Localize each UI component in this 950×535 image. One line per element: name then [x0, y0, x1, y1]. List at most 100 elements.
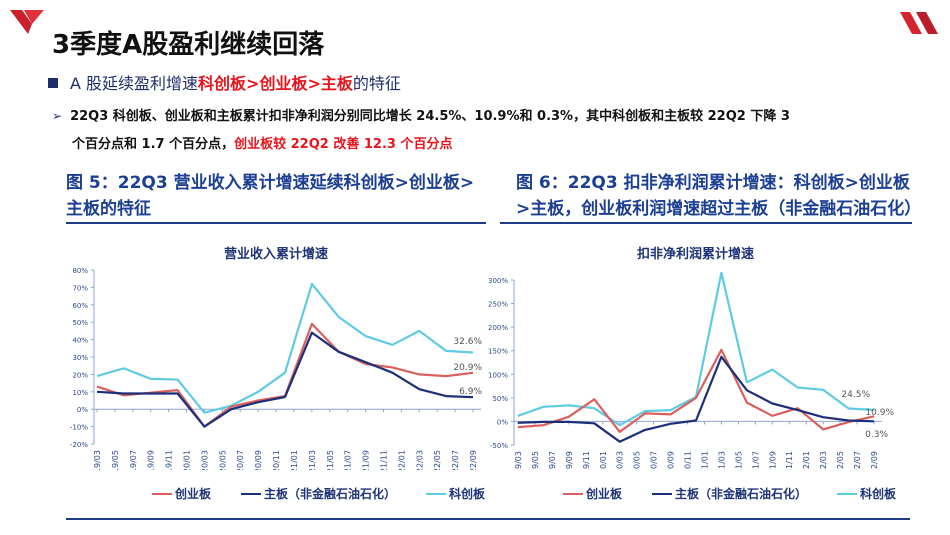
legend-item-kechuang: 科创板	[426, 485, 485, 502]
svg-text:21/05: 21/05	[734, 451, 743, 470]
key-point-bullet: A 股延续盈利增速科创板>创业板>主板的特征	[48, 70, 401, 94]
legend-swatch-red	[563, 492, 583, 495]
brand-logo-left-icon	[10, 10, 44, 34]
svg-text:21/11: 21/11	[379, 450, 388, 470]
legend-swatch-cyan	[426, 492, 447, 495]
svg-text:22/03: 22/03	[819, 451, 828, 470]
legend-swatch-cyan	[837, 492, 858, 495]
figure5-rule	[66, 222, 486, 224]
svg-text:21/01: 21/01	[290, 450, 299, 470]
svg-text:60%: 60%	[72, 302, 88, 310]
svg-text:20%: 20%	[72, 371, 88, 379]
svg-text:22/05: 22/05	[836, 451, 845, 470]
svg-text:20/03: 20/03	[200, 450, 209, 470]
svg-text:20/03: 20/03	[616, 451, 625, 470]
svg-text:22/07: 22/07	[451, 450, 460, 470]
svg-text:22/09: 22/09	[870, 451, 879, 470]
svg-text:20/05: 20/05	[633, 451, 642, 470]
svg-text:20/01: 20/01	[183, 450, 192, 470]
summary-line1: 22Q3 科创板、创业板和主板累计扣非净利润分别同比增长 24.5%、10.9%…	[70, 109, 790, 124]
bullet-highlight: 科创板>创业板>主板	[198, 74, 353, 93]
svg-text:22/09: 22/09	[469, 450, 478, 470]
svg-text:32.6%: 32.6%	[453, 337, 482, 347]
legend-item-chuangye: 创业板	[152, 485, 211, 502]
svg-text:19/05: 19/05	[111, 450, 120, 470]
bullet-text: A 股延续盈利增速	[70, 74, 199, 93]
summary-line2: 个百分点和 1.7 个百分点，	[72, 137, 235, 152]
svg-text:22/05: 22/05	[433, 450, 442, 470]
svg-text:21/07: 21/07	[344, 450, 353, 470]
svg-text:20/05: 20/05	[218, 450, 227, 470]
svg-text:0.3%: 0.3%	[865, 430, 888, 440]
svg-text:20/07: 20/07	[236, 450, 245, 470]
net-profit-growth-chart: 300% 250% 200% 150% 100% 50% 0% -50% 19/03 19/05 1…	[488, 271, 894, 470]
legend-item-kechuang: 科创板	[837, 485, 896, 502]
svg-text:250%: 250%	[488, 301, 508, 309]
svg-text:-50%: -50%	[490, 442, 508, 450]
legend-swatch-red	[152, 492, 172, 495]
svg-text:21/03: 21/03	[717, 451, 726, 470]
svg-text:70%: 70%	[72, 284, 88, 292]
svg-text:19/11: 19/11	[582, 451, 591, 470]
bullet-suffix: 的特征	[352, 74, 401, 93]
svg-text:21/03: 21/03	[308, 450, 317, 470]
legend-item-zhuban: 主板（非金融石油石化）	[241, 485, 396, 502]
arrow-bullet-icon: ➢	[52, 109, 63, 123]
legend-label: 科创板	[860, 487, 897, 501]
svg-text:21/11: 21/11	[785, 451, 794, 470]
legend-item-zhuban: 主板（非金融石油石化）	[652, 485, 807, 502]
svg-text:22/03: 22/03	[415, 450, 424, 470]
svg-text:19/03: 19/03	[93, 450, 102, 470]
square-bullet-icon	[48, 78, 58, 88]
svg-text:30%: 30%	[72, 354, 88, 362]
summary-highlight: 创业板较 22Q2 改善 12.3 个百分点	[234, 137, 453, 152]
brand-logo-right-icon	[900, 12, 938, 34]
svg-text:19/07: 19/07	[548, 451, 557, 470]
svg-text:300%: 300%	[488, 277, 508, 285]
svg-text:0%: 0%	[77, 406, 88, 414]
chart1-legend: 创业板 主板（非金融石油石化） 科创板	[152, 485, 485, 502]
svg-text:10%: 10%	[72, 389, 88, 397]
chart2-title: 扣非净利润累计增速	[637, 247, 755, 262]
svg-text:19/03: 19/03	[514, 451, 523, 470]
svg-text:21/05: 21/05	[326, 450, 335, 470]
figure6-bottom-rule	[480, 518, 910, 520]
figure6-title: 图 6：22Q3 扣非净利润累计增速：科创板>创业板>主板，创业板利润增速超过主…	[516, 173, 922, 219]
chart1-title: 营业收入累计增速	[224, 247, 329, 262]
svg-text:-10%: -10%	[70, 424, 88, 432]
svg-text:24.5%: 24.5%	[841, 390, 870, 400]
svg-text:40%: 40%	[72, 337, 88, 345]
svg-text:0%: 0%	[497, 418, 508, 426]
svg-text:20/11: 20/11	[272, 450, 281, 470]
legend-label: 主板（非金融石油石化）	[675, 487, 808, 501]
legend-swatch-navy	[241, 492, 262, 495]
svg-text:19/11: 19/11	[165, 450, 174, 470]
svg-text:200%: 200%	[488, 324, 508, 332]
svg-text:20.9%: 20.9%	[453, 363, 482, 373]
svg-text:22/01: 22/01	[397, 450, 406, 470]
legend-swatch-navy	[652, 492, 673, 495]
svg-text:150%: 150%	[488, 348, 508, 356]
svg-text:-20%: -20%	[70, 441, 88, 449]
legend-label: 创业板	[586, 487, 623, 501]
svg-text:100%: 100%	[488, 371, 508, 379]
chart2-legend: 创业板 主板（非金融石油石化） 科创板	[563, 485, 896, 502]
summary-paragraph: ➢ 22Q3 科创板、创业板和主板累计扣非净利润分别同比增长 24.5%、10.9…	[52, 102, 922, 159]
figure5-title: 图 5：22Q3 营业收入累计增速延续科创板>创业板>主板的特征	[66, 173, 475, 219]
legend-item-chuangye: 创业板	[563, 485, 622, 502]
svg-text:21/09: 21/09	[768, 451, 777, 470]
svg-text:20/11: 20/11	[684, 451, 693, 470]
page-title: 3季度A股盈利继续回落	[52, 30, 325, 60]
legend-label: 主板（非金融石油石化）	[264, 487, 397, 501]
svg-text:21/09: 21/09	[362, 450, 371, 470]
figure5-bottom-rule	[66, 518, 486, 520]
svg-text:6.9%: 6.9%	[459, 387, 482, 397]
svg-text:19/07: 19/07	[129, 450, 138, 470]
svg-text:19/05: 19/05	[531, 451, 540, 470]
svg-text:19/09: 19/09	[565, 451, 574, 470]
svg-text:22/01: 22/01	[802, 451, 811, 470]
svg-text:21/07: 21/07	[751, 451, 760, 470]
svg-text:20/07: 20/07	[650, 451, 659, 470]
revenue-growth-chart: 80% 70% 60% 50% 40% 30% 20% 10% 0% -10% -20% 19/03 1…	[70, 267, 483, 470]
svg-text:21/01: 21/01	[700, 451, 709, 470]
